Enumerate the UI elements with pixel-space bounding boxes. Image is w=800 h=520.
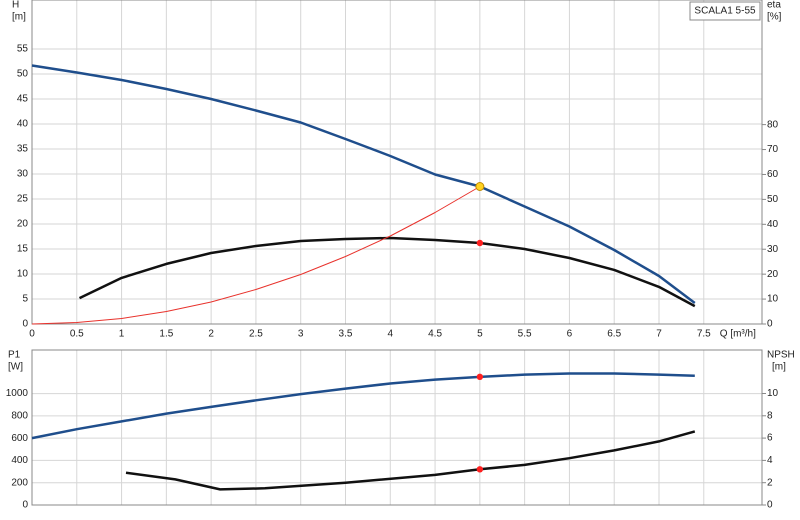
y-tick-label: 800 <box>11 410 28 421</box>
x-tick-label: 1 <box>119 329 125 340</box>
y-tick-label: 400 <box>11 455 28 466</box>
y2-tick-label: 60 <box>767 169 779 180</box>
x-tick-label: 6.5 <box>607 329 621 340</box>
y2-tick-label: 80 <box>767 119 779 130</box>
x-tick-label: 2 <box>208 329 214 340</box>
x-tick-label: 4.5 <box>428 329 442 340</box>
plot-frame <box>31 0 763 325</box>
x-tick-label: 5.5 <box>518 329 532 340</box>
y2-tick-label: 2 <box>767 477 773 488</box>
y-tick-label: 45 <box>17 94 29 105</box>
y-tick-label: 0 <box>22 319 28 330</box>
y-tick-label: 10 <box>17 269 29 280</box>
x-axis-label: Q [m³/h] <box>720 329 756 340</box>
plot-frame <box>31 349 763 506</box>
curve <box>78 236 696 308</box>
y-tick-label: 200 <box>11 477 28 488</box>
y2-tick-label: 70 <box>767 144 779 155</box>
y2-tick-label: 50 <box>767 194 779 205</box>
curve <box>31 372 695 440</box>
curve <box>31 186 481 325</box>
title-box <box>689 1 761 21</box>
x-tick-label: 1.5 <box>159 329 173 340</box>
y-tick-label: 35 <box>17 144 29 155</box>
x-tick-label: 7 <box>656 329 662 340</box>
x-tick-label: 0.5 <box>70 329 84 340</box>
y-tick-label: 15 <box>17 244 29 255</box>
x-tick-label: 0 <box>29 329 35 340</box>
curve <box>31 64 696 304</box>
x-tick-label: 3 <box>298 329 304 340</box>
x-tick-label: 7.5 <box>697 329 711 340</box>
operating-point <box>476 239 484 247</box>
y2-tick-label: 4 <box>767 455 773 466</box>
y-axis-unit: [m] <box>12 12 26 23</box>
y-tick-label: 5 <box>22 294 28 305</box>
y2-tick-label: 30 <box>767 244 779 255</box>
y2-tick-label: 0 <box>767 500 773 511</box>
y2-tick-label: 0 <box>767 319 773 330</box>
y2-axis-unit: [%] <box>767 12 782 23</box>
y2-tick-label: 10 <box>767 294 779 305</box>
chart-title: SCALA1 5-55 <box>694 6 756 17</box>
y-tick-label: 0 <box>22 500 28 511</box>
x-tick-label: 4 <box>388 329 394 340</box>
y-tick-label: 50 <box>17 69 29 80</box>
y-tick-label: 20 <box>17 219 29 230</box>
x-tick-label: 2.5 <box>249 329 263 340</box>
y-tick-label: 30 <box>17 169 29 180</box>
y-axis-unit: [W] <box>8 362 23 373</box>
y-tick-label: 40 <box>17 119 29 130</box>
x-tick-label: 6 <box>567 329 573 340</box>
y2-tick-label: 20 <box>767 269 779 280</box>
y-axis-label: H <box>12 0 19 11</box>
y-axis-label: P1 <box>8 350 21 361</box>
x-tick-label: 3.5 <box>339 329 353 340</box>
curve <box>125 430 696 491</box>
operating-point <box>475 182 485 191</box>
y2-tick-label: 6 <box>767 433 773 444</box>
y2-axis-label: eta <box>767 0 781 11</box>
operating-point <box>476 466 484 473</box>
y-tick-label: 55 <box>17 44 29 55</box>
y2-tick-label: 40 <box>767 219 779 230</box>
y-tick-label: 600 <box>11 433 28 444</box>
y2-tick-label: 10 <box>767 388 779 399</box>
y-tick-label: 25 <box>17 194 29 205</box>
y2-axis-label: NPSH <box>767 350 795 361</box>
operating-point <box>476 373 484 381</box>
y-tick-label: 1000 <box>6 388 29 399</box>
y2-axis-unit: [m] <box>772 362 786 373</box>
x-tick-label: 5 <box>477 329 483 340</box>
y2-tick-label: 8 <box>767 410 773 421</box>
